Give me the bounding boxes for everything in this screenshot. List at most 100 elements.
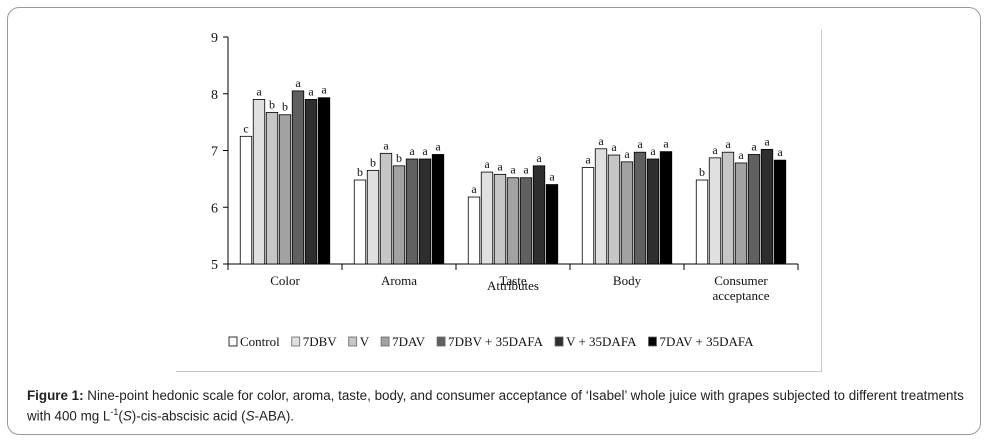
legend-label: 7DBV: [303, 334, 338, 349]
significance-letter: a: [663, 137, 669, 151]
significance-letter: a: [738, 148, 744, 162]
significance-letter: a: [751, 139, 757, 153]
bar: [392, 165, 406, 265]
caption-superscript: -1: [110, 407, 119, 417]
x-category-label: Aroma: [381, 273, 417, 288]
bar: [379, 152, 393, 265]
x-category-label: Consumer: [714, 273, 768, 288]
significance-letter: a: [435, 139, 441, 153]
significance-letter: a: [523, 163, 529, 177]
bar: [291, 90, 305, 265]
significance-letter: b: [282, 100, 288, 114]
legend-label: Control: [240, 334, 280, 349]
significance-letter: a: [624, 147, 630, 161]
legend-swatch: [228, 336, 238, 347]
bar: [545, 184, 559, 265]
bar: [659, 151, 673, 265]
bar: [695, 179, 709, 265]
bar: [760, 148, 774, 265]
significance-letter: a: [611, 140, 617, 154]
y-tick-label: 6: [211, 201, 218, 216]
bar: [493, 173, 507, 265]
significance-letter: a: [256, 84, 262, 98]
bar: [304, 99, 318, 265]
significance-letter: a: [585, 153, 591, 167]
bar: [594, 148, 608, 265]
bar: [734, 162, 748, 265]
bar: [708, 157, 722, 265]
caption-text-4: -ABA).: [254, 408, 295, 424]
significance-letter: a: [725, 137, 731, 151]
significance-letter: a: [497, 159, 503, 173]
caption-text: Nine-point hedonic scale for color, arom…: [27, 388, 964, 424]
bar: [532, 165, 546, 265]
bar: [278, 114, 292, 265]
significance-letter: a: [321, 83, 327, 97]
significance-letter: a: [471, 182, 477, 196]
caption-italic-s: S: [122, 408, 132, 424]
y-tick-label: 8: [211, 88, 218, 103]
x-axis-title: Attributes: [487, 278, 539, 293]
bar: [418, 158, 432, 265]
legend: Control 7DBV V 7DAV 7DBV + 35DAFA V + 35DAFA 7…: [228, 334, 754, 349]
bar: [353, 179, 367, 265]
bar: [317, 97, 331, 265]
bar: [581, 167, 595, 265]
bar: [405, 158, 419, 265]
significance-letter: a: [764, 134, 770, 148]
legend-swatch: [648, 336, 657, 347]
bar: [633, 151, 647, 265]
bar: [467, 196, 481, 265]
bar: [519, 177, 533, 265]
significance-letter: a: [637, 137, 643, 151]
caption-label: Figure 1:: [27, 388, 84, 403]
significance-letter: b: [269, 97, 275, 111]
legend-swatch: [554, 336, 564, 347]
significance-letter: c: [243, 121, 248, 135]
bar: [607, 154, 621, 265]
significance-letter: a: [484, 157, 490, 171]
significance-letter: a: [383, 138, 389, 152]
significance-letter: b: [357, 165, 363, 179]
legend-swatch: [348, 336, 358, 347]
bar: [480, 171, 494, 265]
legend-label: V: [360, 334, 370, 349]
significance-letter: a: [549, 170, 555, 184]
caption-text-3: )-cis-abscisic acid (: [131, 408, 246, 424]
significance-letter: a: [650, 144, 656, 158]
bars: [239, 90, 787, 265]
bar: [431, 154, 445, 265]
bar: [239, 135, 253, 265]
significance-letter: b: [370, 155, 376, 169]
legend-swatch: [291, 336, 301, 347]
y-axis: 5 6 7 8 9: [211, 31, 229, 273]
x-category-label: Color: [270, 273, 300, 288]
significance-letter: b: [396, 151, 402, 165]
significance-letter: a: [536, 151, 542, 165]
significance-letter: a: [777, 145, 783, 159]
x-category-label: Body: [613, 273, 642, 288]
significance-letter: a: [422, 144, 428, 158]
x-category-label: Taste: [499, 273, 526, 288]
figure-panel: [176, 30, 822, 372]
figure-caption: Figure 1: Nine-point hedonic scale for c…: [27, 387, 967, 424]
significance-letter: a: [409, 144, 415, 158]
bar: [620, 161, 634, 265]
caption-text-2: (: [118, 408, 123, 424]
significance-letter: a: [712, 143, 718, 157]
bar: [252, 99, 266, 265]
x-category-label: acceptance: [712, 288, 769, 303]
legend-swatch: [436, 336, 446, 347]
bar: [747, 154, 761, 265]
significance-letter: a: [308, 84, 314, 98]
significance-letter: a: [510, 163, 516, 177]
bar: [721, 151, 735, 265]
caption-italic-s2: S: [245, 408, 255, 424]
bar: [646, 158, 660, 265]
significance-letter: a: [295, 76, 301, 90]
y-tick-label: 5: [211, 258, 218, 273]
legend-label: V + 35DAFA: [566, 334, 637, 349]
y-tick-label: 9: [211, 31, 218, 46]
